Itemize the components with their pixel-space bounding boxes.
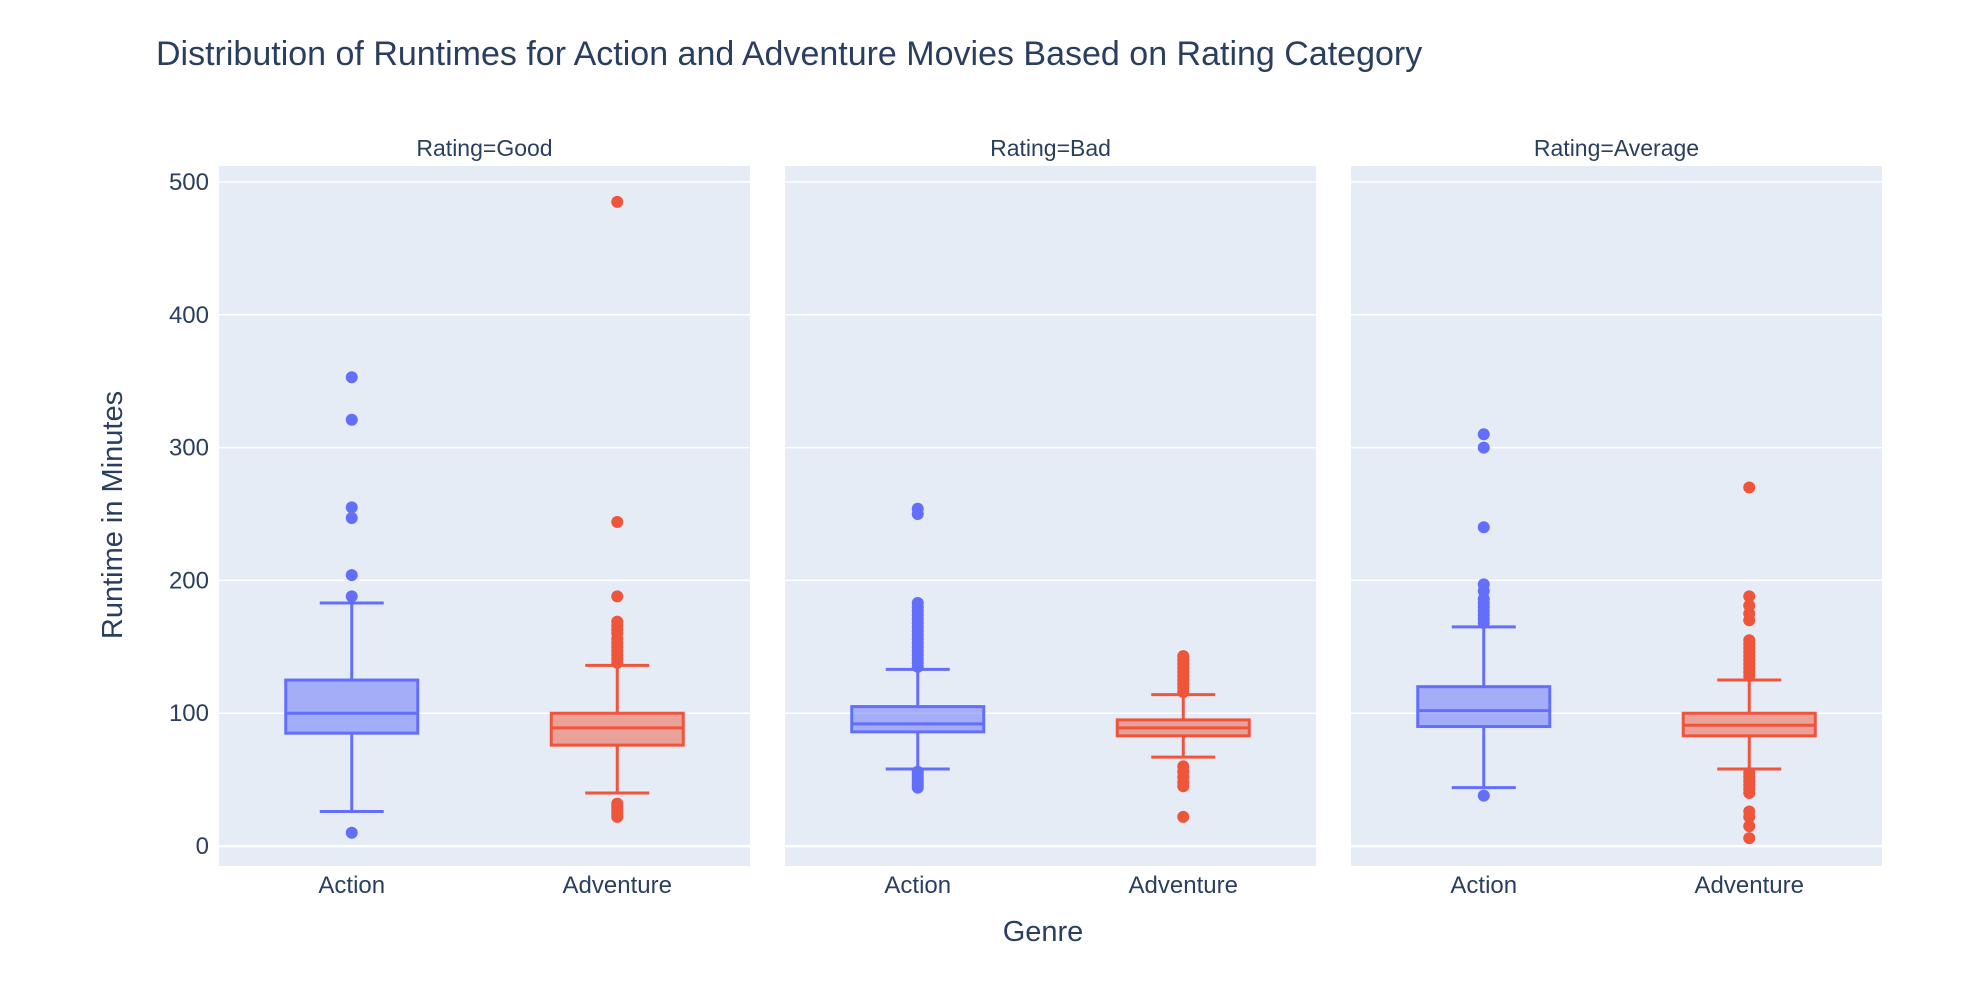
outlier-point	[1477, 428, 1490, 441]
box-action	[1416, 428, 1552, 802]
box-body	[850, 705, 986, 734]
x-tick-label: Action	[1450, 872, 1517, 899]
outlier-point	[1743, 805, 1756, 818]
box-adventure	[549, 195, 685, 823]
outlier-point	[345, 413, 358, 426]
y-tick-label: 300	[169, 435, 209, 462]
facet-label: Rating=Average	[1534, 135, 1699, 161]
x-tick-label: Action	[884, 872, 951, 899]
outlier-point	[345, 501, 358, 514]
facet-0: Rating=Good Action Adventure	[219, 135, 750, 899]
outlier-point	[1743, 820, 1756, 833]
outlier-point	[1743, 634, 1756, 647]
outlier-point	[1477, 441, 1490, 454]
outlier-point	[611, 590, 624, 603]
box-action	[284, 371, 420, 839]
box-body	[1416, 685, 1552, 729]
box-body	[284, 678, 420, 735]
facet-plot-area	[1351, 166, 1882, 866]
outlier-point	[1743, 599, 1756, 612]
x-tick-label: Adventure	[563, 872, 672, 899]
outlier-point	[345, 371, 358, 384]
facet-1: Rating=Bad Action Adventure	[785, 135, 1316, 899]
facet-label: Rating=Bad	[990, 135, 1111, 161]
y-tick-label: 100	[169, 700, 209, 727]
outlier-point	[1177, 650, 1190, 663]
facet-plot-area	[785, 166, 1316, 866]
y-axis: 0 100 200 300 400 500	[169, 169, 209, 860]
outlier-point	[911, 502, 924, 515]
chart-title: Distribution of Runtimes for Action and …	[156, 35, 1422, 73]
outlier-point	[611, 615, 624, 628]
outlier-point	[1477, 578, 1490, 591]
outlier-point	[1743, 767, 1756, 780]
facets-group: Rating=Good Action Adventure Rating=Bad Acti…	[219, 135, 1882, 899]
outlier-point	[611, 195, 624, 208]
x-axis-title: Genre	[1003, 916, 1084, 948]
outlier-point	[1177, 810, 1190, 823]
outlier-point	[1743, 590, 1756, 603]
y-tick-label: 400	[169, 302, 209, 329]
facet-plot-area	[219, 166, 750, 866]
box-adventure	[1115, 650, 1251, 823]
x-tick-label: Adventure	[1695, 872, 1804, 899]
y-tick-label: 0	[196, 833, 209, 860]
outlier-point	[611, 797, 624, 810]
outlier-point	[1743, 481, 1756, 494]
outlier-point	[911, 597, 924, 610]
y-axis-title: Runtime in Minutes	[97, 391, 129, 639]
outlier-point	[1477, 521, 1490, 534]
outlier-point	[345, 511, 358, 524]
outlier-point	[345, 826, 358, 839]
outlier-point	[1477, 789, 1490, 802]
outlier-point	[345, 590, 358, 603]
y-tick-label: 500	[169, 169, 209, 196]
box-adventure	[1681, 481, 1817, 845]
box-action	[850, 502, 986, 794]
y-tick-label: 200	[169, 567, 209, 594]
outlier-point	[911, 765, 924, 778]
facet-label: Rating=Good	[416, 135, 552, 161]
outlier-point	[1177, 760, 1190, 773]
outlier-point	[345, 569, 358, 582]
x-tick-label: Action	[318, 872, 385, 899]
outlier-point	[611, 515, 624, 528]
facet-2: Rating=Average Action Adventure	[1351, 135, 1882, 899]
x-tick-label: Adventure	[1129, 872, 1238, 899]
outlier-point	[1743, 832, 1756, 845]
